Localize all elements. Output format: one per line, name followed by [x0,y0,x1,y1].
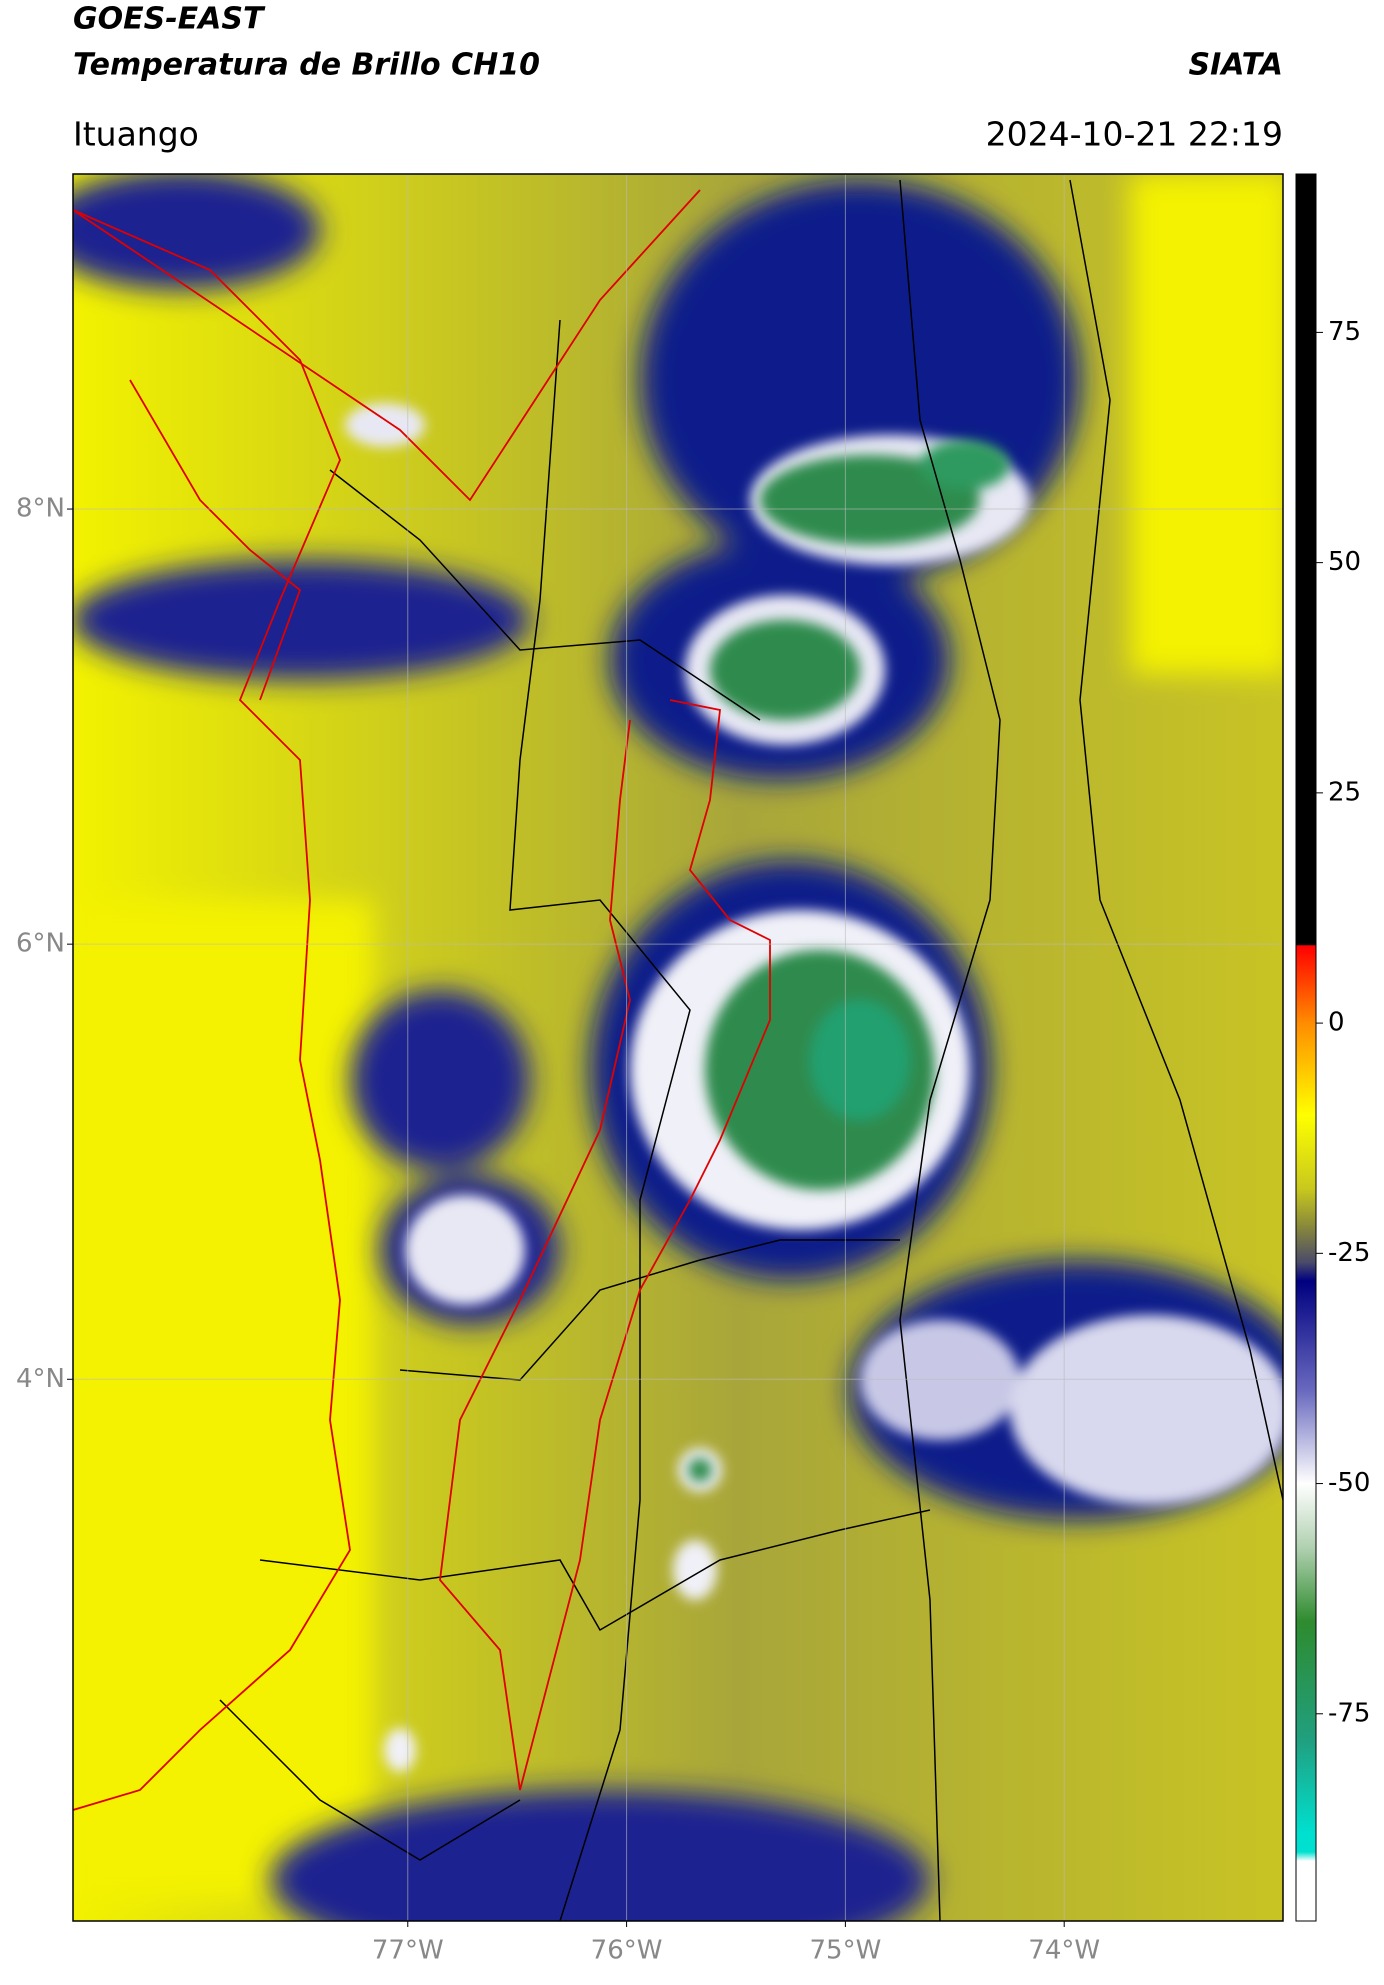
ocean-warm [73,900,373,1900]
location: Ituango [73,115,199,154]
borders [219,179,1283,1921]
colorbar-tick-label: 25 [1328,777,1361,807]
colorbar-tick-label: -25 [1328,1238,1370,1268]
colorbar-tick-label: -50 [1328,1468,1370,1498]
y-tick-label: 4°N [16,1364,65,1394]
y-tick-label: 8°N [16,494,65,524]
colorbar-tick-label: 50 [1328,547,1361,577]
grid-layer [73,174,1283,1921]
x-tick-label: 77°W [372,1936,444,1966]
colorbar [1295,173,1317,1922]
product: Temperatura de Brillo CH10 [73,48,540,83]
x-tick-label: 75°W [809,1936,881,1966]
datetime: 2024-10-21 22:19 [986,115,1283,154]
satellite: GOES-EAST [73,2,266,37]
colorbar-tick-label: 75 [1328,317,1361,347]
colorbar-tick-label: -75 [1328,1698,1370,1728]
plot-frame [72,173,1284,1922]
colorbar-tick-label: 0 [1328,1008,1345,1038]
imagery [73,174,1283,1921]
y-tick-label: 6°N [16,929,65,959]
agency: SIATA [1189,48,1283,83]
cloud-green [688,440,1010,1482]
x-tick-label: 74°W [1028,1936,1100,1966]
east-warm [1130,174,1283,674]
coast-and-department [73,189,771,1811]
x-tick-label: 76°W [591,1936,663,1966]
